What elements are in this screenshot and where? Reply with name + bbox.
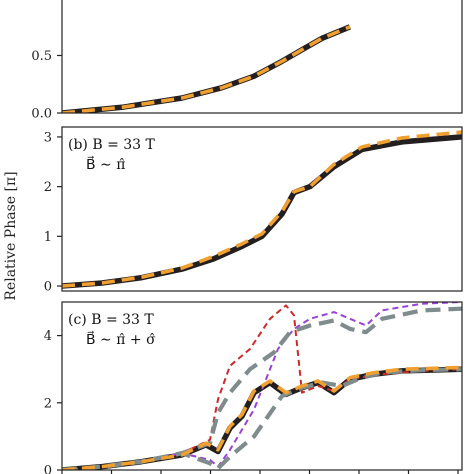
y-tick-label: 1 bbox=[44, 230, 52, 245]
panel-annotation-field: B⃗ ∼ π̂ bbox=[86, 155, 125, 173]
panel-annotation-title: (c) B = 33 T bbox=[68, 312, 154, 328]
series-line-4 bbox=[62, 306, 462, 470]
axes-frame bbox=[61, 126, 463, 292]
y-tick-label: 3 bbox=[44, 130, 52, 145]
y-tick-label: 0 bbox=[44, 464, 52, 474]
series-group bbox=[62, 302, 462, 470]
axes-frame bbox=[61, 301, 463, 471]
series-group bbox=[62, 130, 462, 289]
series-line-2 bbox=[62, 130, 462, 288]
series-line-1 bbox=[62, 24, 352, 113]
panel-c: 0 2 4 (c) B = 33 T B⃗ ∼ π̂ + σ̂ bbox=[44, 301, 463, 474]
panels: 0.0 0.5 0 1 2 3 (b) B = 33 T B⃗ ∼ π̂ 0 2 4 (c) B = … bbox=[31, 0, 463, 474]
panel-annotation-field: B⃗ ∼ π̂ + σ̂ bbox=[86, 330, 156, 348]
y-tick-label: 2 bbox=[44, 180, 52, 195]
y-tick-label: 0.5 bbox=[31, 49, 52, 64]
y-tick-label: 0.0 bbox=[31, 107, 52, 122]
y-tick-label: 0 bbox=[44, 280, 52, 295]
series-line-2 bbox=[62, 25, 351, 113]
axes-frame bbox=[61, 0, 463, 114]
panel-annotation-title: (b) B = 33 T bbox=[68, 137, 156, 153]
y-axis-label: Relative Phase [π] bbox=[3, 171, 19, 300]
series-line-3 bbox=[62, 302, 462, 470]
panel-b: 0 1 2 3 (b) B = 33 T B⃗ ∼ π̂ bbox=[44, 126, 463, 295]
panel-a: 0.0 0.5 bbox=[31, 0, 463, 122]
series-group bbox=[62, 24, 352, 113]
y-tick-label: 2 bbox=[44, 396, 52, 411]
y-tick-label: 4 bbox=[44, 329, 52, 344]
series-line-6 bbox=[62, 365, 462, 470]
